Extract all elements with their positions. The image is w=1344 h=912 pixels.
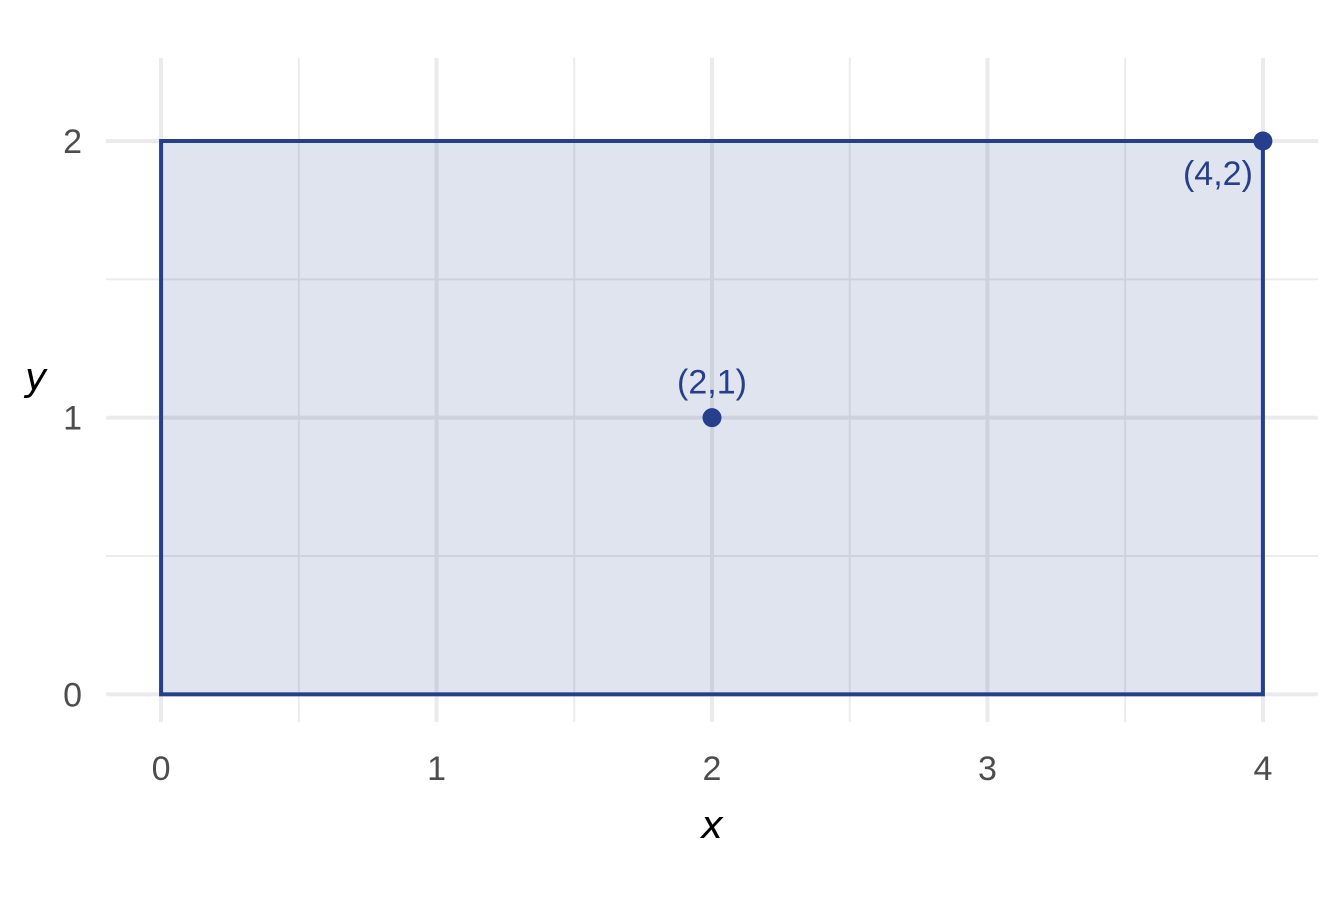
y-tick-label: 0 xyxy=(63,676,82,714)
x-axis-tick-labels: 0 1 2 3 4 xyxy=(152,750,1273,788)
y-axis-title: y xyxy=(24,355,48,399)
x-tick-label: 4 xyxy=(1253,750,1272,788)
y-axis-tick-labels: 0 1 2 xyxy=(63,123,82,714)
x-tick-label: 0 xyxy=(152,750,171,788)
x-axis-title: x xyxy=(700,803,724,847)
x-tick-label: 2 xyxy=(703,750,722,788)
x-tick-label: 3 xyxy=(978,750,997,788)
point-label: (4,2) xyxy=(1183,155,1253,193)
y-tick-label: 2 xyxy=(63,123,82,161)
point-label: (2,1) xyxy=(677,364,747,402)
data-point xyxy=(1253,131,1273,151)
y-tick-label: 1 xyxy=(63,400,82,438)
data-point xyxy=(702,408,722,428)
data-points: (2,1) (4,2) xyxy=(677,131,1273,428)
x-tick-label: 1 xyxy=(427,750,446,788)
